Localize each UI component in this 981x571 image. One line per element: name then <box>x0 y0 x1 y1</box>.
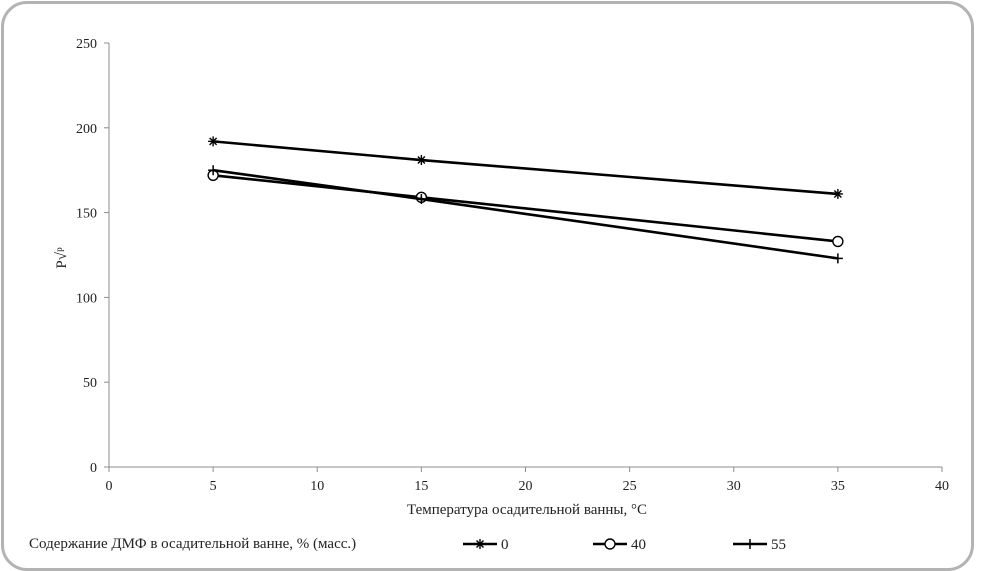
x-tick-label: 40 <box>935 479 949 494</box>
marker-asterisk <box>475 539 485 549</box>
y-tick-label: 150 <box>76 207 97 222</box>
x-tick-label: 25 <box>623 479 637 494</box>
marker-asterisk <box>208 136 219 147</box>
axes: 0 50 100 150 200 250 0 5 10 15 20 25 30 35 40 <box>76 37 949 494</box>
x-tick-label: 20 <box>519 479 533 494</box>
y-tick-label: 0 <box>90 461 97 476</box>
line-chart: 0 50 100 150 200 250 0 5 10 15 20 25 30 35 40 Температ… <box>29 37 949 553</box>
legend: Содержание ДМФ в осадительной ванне, % (… <box>29 536 786 553</box>
x-tick-label: 35 <box>831 479 845 494</box>
marker-plus <box>416 194 427 205</box>
marker-asterisk <box>832 188 843 199</box>
legend-label: 40 <box>631 537 646 553</box>
y-tick-label: 250 <box>76 37 97 52</box>
series-0 <box>208 136 843 199</box>
legend-item-0: 0 <box>463 537 509 553</box>
marker-circle-shape <box>604 538 616 550</box>
legend-item-40: 40 <box>593 537 646 553</box>
legend-label: 0 <box>501 537 509 553</box>
series-line-55 <box>212 168 839 260</box>
marker-plus <box>208 165 219 176</box>
series-55 <box>208 165 843 264</box>
x-tick-label: 5 <box>210 479 217 494</box>
x-tick-label: 0 <box>106 479 113 494</box>
marker-circle <box>604 538 616 550</box>
marker-circle <box>832 235 844 248</box>
series-group <box>207 136 844 264</box>
legend-item-55: 55 <box>733 537 786 553</box>
marker-circle-shape <box>832 235 844 248</box>
x-tick-label: 15 <box>414 479 428 494</box>
x-axis-title: Температура осадительной ванны, °С <box>407 502 647 518</box>
legend-label: 55 <box>771 537 786 553</box>
x-tick-label: 30 <box>727 479 741 494</box>
y-axis-title: P√ᵖ <box>54 247 70 269</box>
x-tick-label: 10 <box>310 479 324 494</box>
y-tick-label: 50 <box>83 376 97 391</box>
marker-plus <box>745 539 755 549</box>
y-tick-label: 100 <box>76 291 97 306</box>
legend-title: Содержание ДМФ в осадительной ванне, % (… <box>29 536 356 552</box>
y-tick-label: 200 <box>76 122 97 137</box>
marker-asterisk <box>416 155 427 166</box>
marker-plus <box>832 253 843 264</box>
